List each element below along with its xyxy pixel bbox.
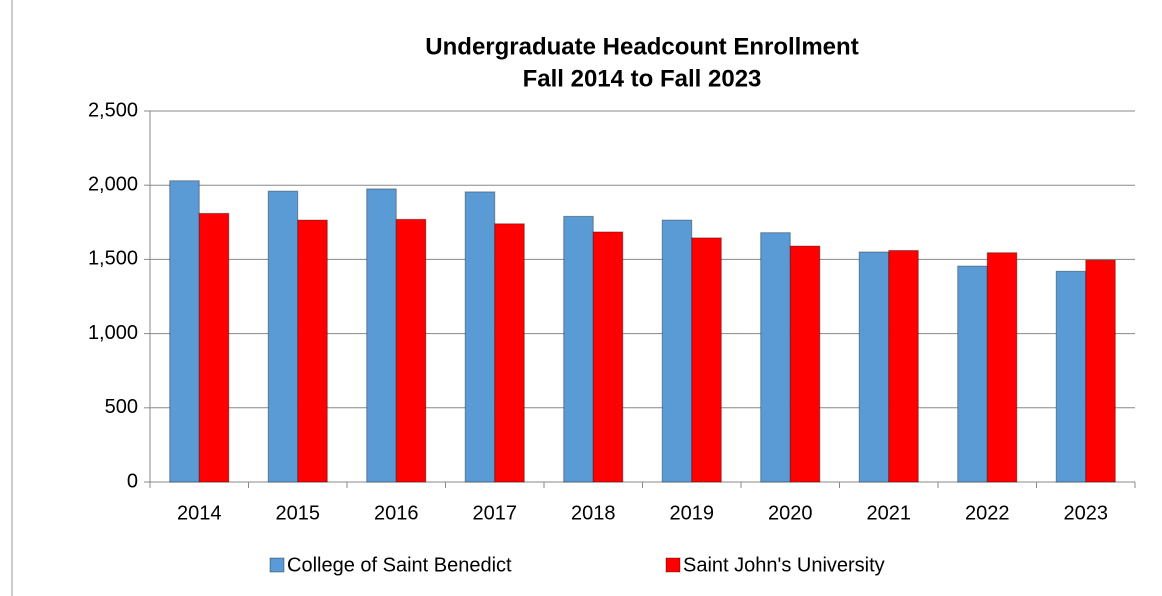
bar	[563, 215, 594, 483]
bar	[464, 191, 496, 483]
bar	[661, 219, 693, 483]
legend-label: College of Saint Benedict	[287, 554, 512, 576]
x-tick-label: 2020	[768, 502, 813, 524]
bar	[1055, 270, 1087, 483]
bar	[760, 232, 791, 483]
legend-swatch	[665, 557, 681, 573]
x-tick-label: 2018	[571, 502, 616, 524]
x-tick-label: 2016	[374, 502, 419, 524]
x-tick-label: 2022	[965, 502, 1010, 524]
chart-subtitle: Fall 2014 to Fall 2023	[523, 65, 762, 92]
bar	[267, 190, 299, 483]
y-tick-label: 500	[105, 396, 138, 418]
y-tick-label: 1,500	[88, 248, 138, 270]
bar	[789, 245, 821, 483]
x-tick-label: 2017	[473, 502, 518, 524]
bar	[494, 223, 525, 483]
x-tick-label: 2023	[1064, 502, 1109, 524]
chart-title: Undergraduate Headcount Enrollment	[425, 33, 858, 60]
legend-label: Saint John's University	[683, 554, 885, 576]
bar	[297, 219, 328, 483]
y-tick-label: 1,000	[88, 322, 138, 344]
x-tick-label: 2019	[670, 502, 715, 524]
x-tick-label: 2021	[867, 502, 912, 524]
y-tick-label: 2,000	[88, 173, 138, 195]
bar	[169, 180, 200, 483]
bar	[957, 265, 988, 483]
bar	[691, 237, 722, 483]
bar	[986, 252, 1018, 483]
bar	[366, 188, 397, 483]
bar	[395, 218, 427, 483]
y-tick-label: 2,500	[88, 99, 138, 121]
legend-swatch	[269, 557, 285, 573]
x-tick-label: 2015	[276, 502, 321, 524]
bar	[198, 212, 230, 483]
y-tick-label: 0	[127, 470, 138, 492]
bar	[592, 231, 624, 483]
bar	[1085, 259, 1116, 483]
bar	[888, 249, 919, 483]
x-tick-label: 2014	[177, 502, 222, 524]
bar	[858, 251, 890, 483]
